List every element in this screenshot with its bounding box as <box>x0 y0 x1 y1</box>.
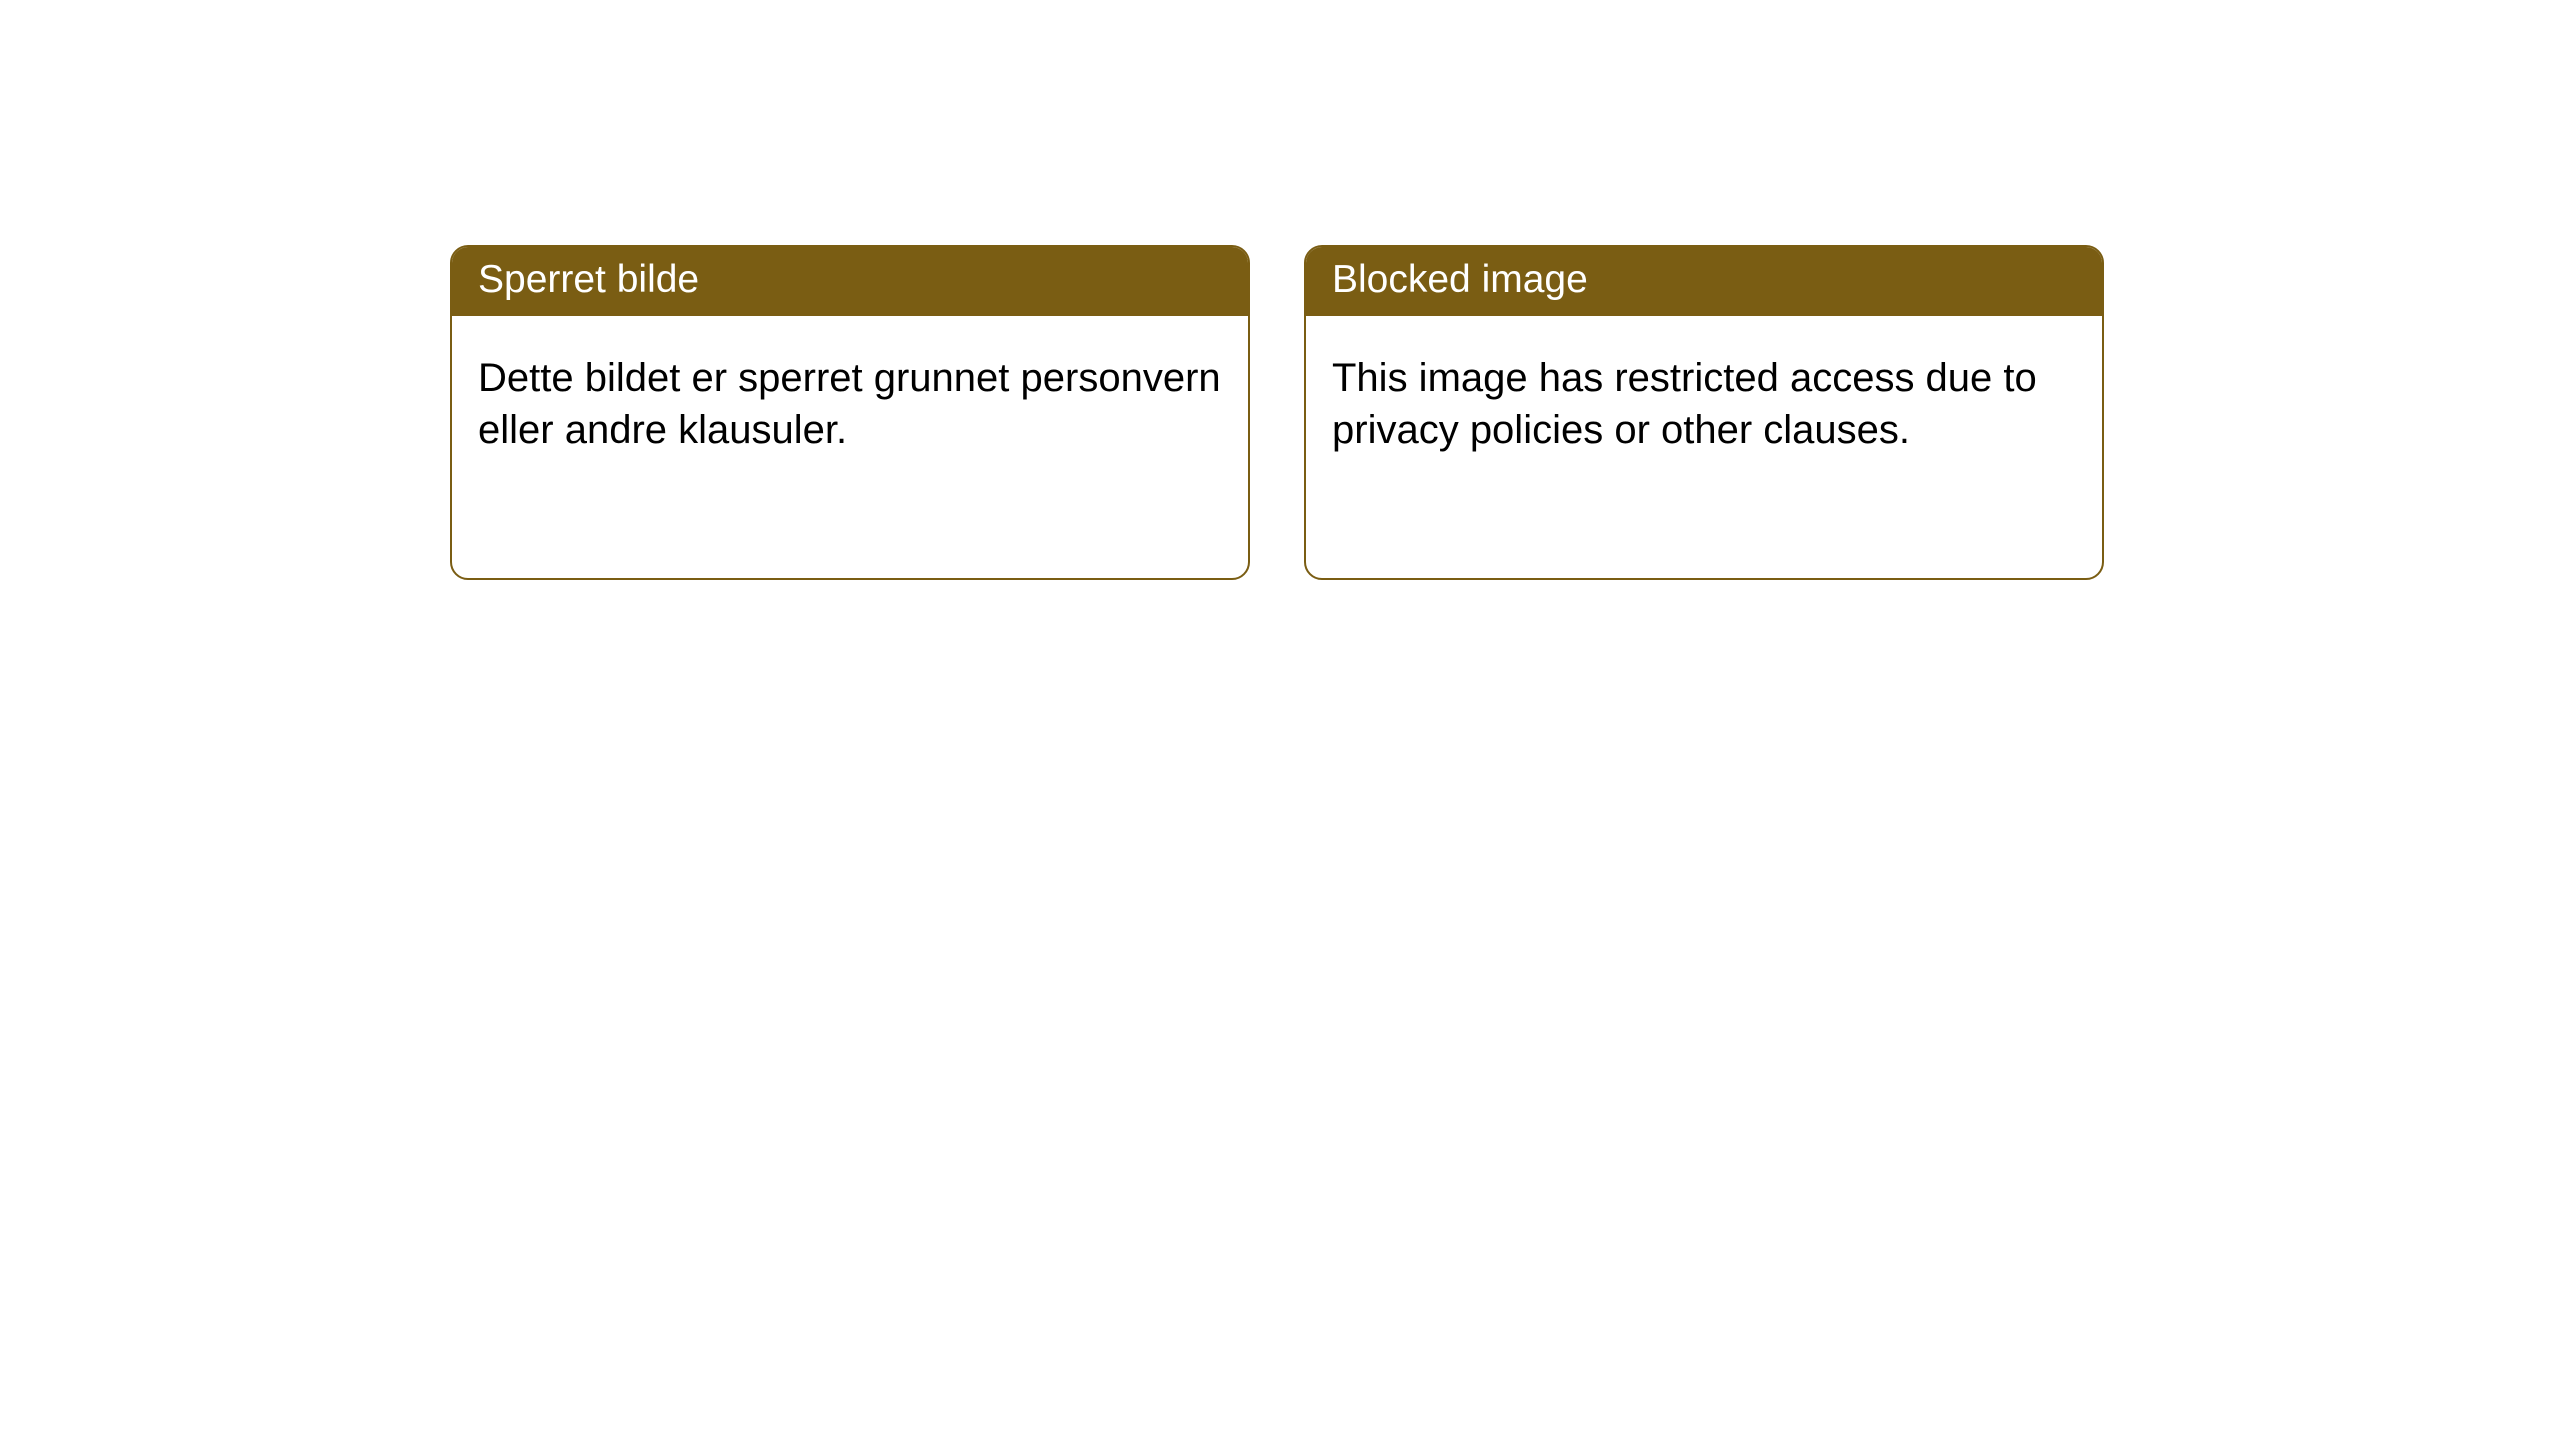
notice-card-en: Blocked image This image has restricted … <box>1304 245 2104 580</box>
notice-container: Sperret bilde Dette bildet er sperret gr… <box>450 245 2104 580</box>
notice-card-no: Sperret bilde Dette bildet er sperret gr… <box>450 245 1250 580</box>
notice-card-body: Dette bildet er sperret grunnet personve… <box>452 316 1248 492</box>
notice-card-title: Blocked image <box>1306 247 2102 316</box>
notice-card-body: This image has restricted access due to … <box>1306 316 2102 492</box>
notice-card-title: Sperret bilde <box>452 247 1248 316</box>
